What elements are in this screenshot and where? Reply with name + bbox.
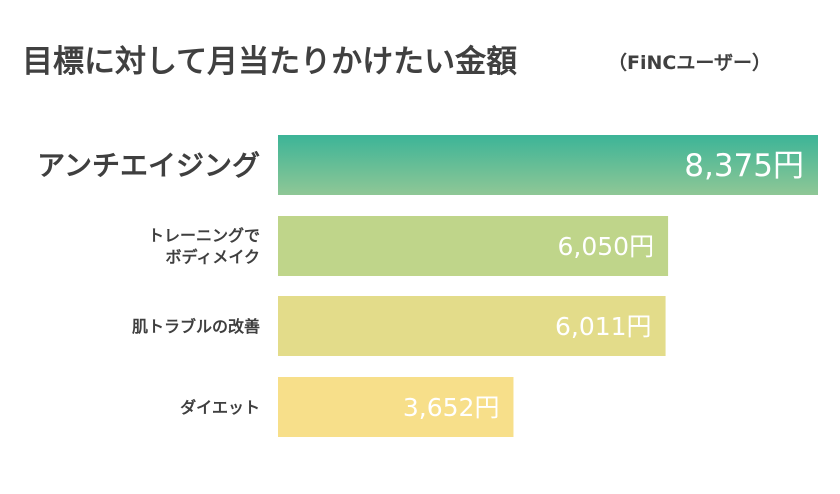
category-label-4: ダイエット — [180, 398, 260, 417]
bar-value-label-4: 3,652円 — [403, 393, 500, 422]
category-label-2-line-2: ボディメイク — [165, 248, 260, 267]
bar-3 — [278, 296, 666, 356]
bar-2 — [278, 216, 669, 276]
chart-title: 目標に対して月当たりかけたい金額 — [22, 44, 517, 80]
category-label-3: 肌トラブルの改善 — [132, 317, 260, 336]
bar-4 — [278, 377, 514, 437]
bar-value-label-2: 6,050円 — [558, 232, 655, 261]
chart-subtitle: （FiNCユーザー） — [608, 51, 771, 74]
category-label-2-line-1: トレーニングで — [148, 226, 260, 245]
category-label-1: アンチエイジング — [37, 149, 260, 182]
bar-value-label-3: 6,011円 — [555, 312, 652, 341]
bar-1 — [278, 135, 818, 195]
bar-value-label-1: 8,375円 — [684, 148, 804, 184]
